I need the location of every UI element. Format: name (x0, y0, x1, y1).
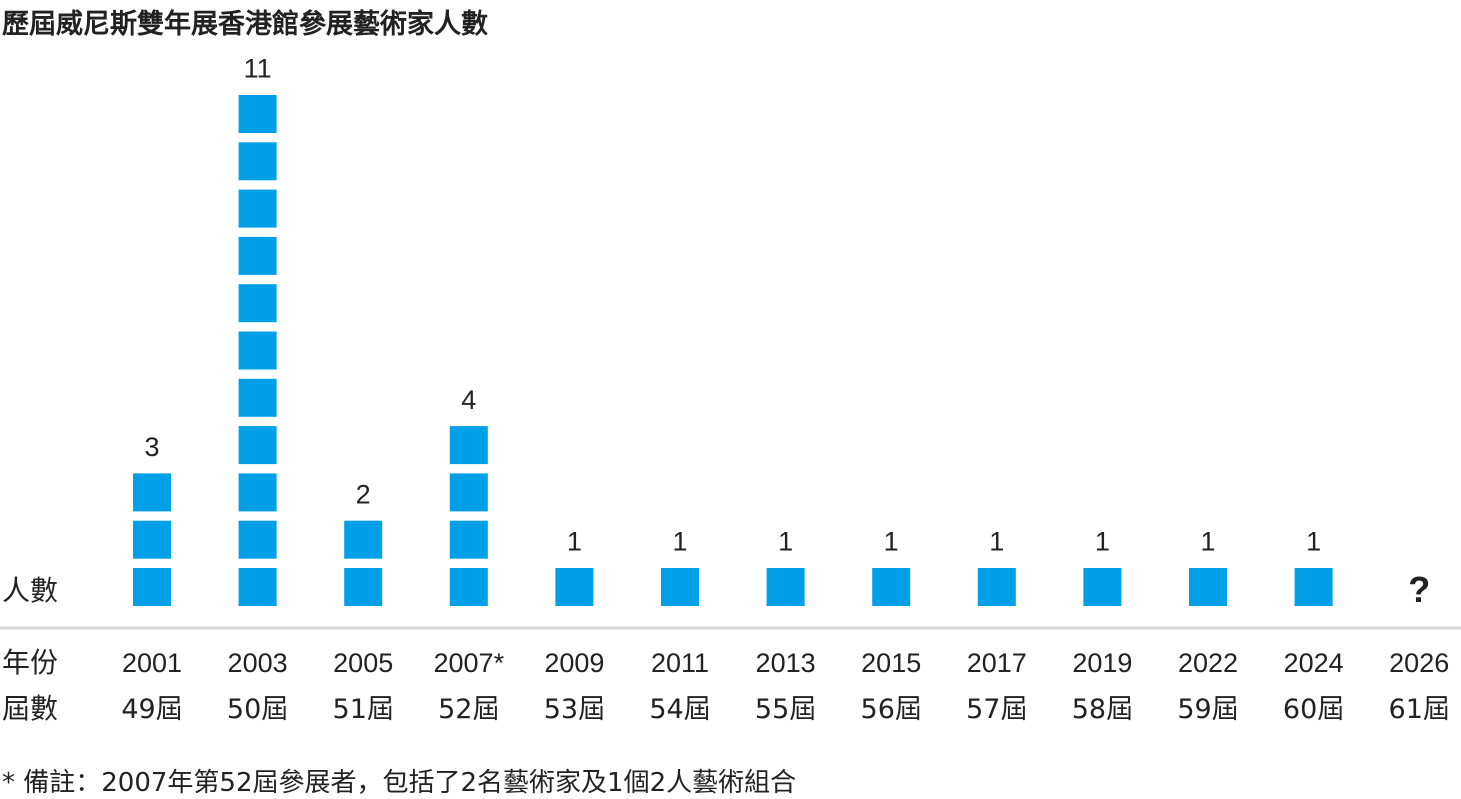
edition-tick-label: 49屆 (121, 694, 182, 725)
count-square (1189, 568, 1227, 606)
count-square (977, 568, 1016, 606)
year-tick-label: 2005 (333, 648, 393, 678)
count-square (238, 284, 277, 323)
count-square (238, 142, 277, 181)
count-square (766, 568, 805, 606)
value-label: 1 (567, 527, 582, 557)
count-square (238, 473, 277, 512)
year-tick-label: 2015 (861, 648, 921, 678)
year-tick-label: 2011 (651, 648, 709, 678)
value-label: 1 (1095, 527, 1110, 557)
year-row-label: 年份 (2, 646, 58, 679)
edition-tick-label: 55屆 (755, 694, 816, 725)
year-tick-label: 2017 (967, 648, 1027, 678)
year-tick-label: 2019 (1072, 648, 1132, 678)
value-label: 4 (461, 385, 476, 415)
edition-tick-label: 54屆 (649, 694, 710, 725)
count-square (133, 520, 171, 559)
count-square (449, 426, 488, 465)
value-label: 1 (778, 527, 793, 557)
year-tick-label: 2009 (544, 648, 604, 678)
square-marks (133, 95, 1333, 606)
year-tick-label: 2024 (1284, 648, 1344, 678)
year-tick-label: 2013 (756, 648, 816, 678)
count-square (238, 426, 277, 465)
year-tick-label: 2022 (1178, 648, 1238, 678)
count-square (1294, 568, 1333, 606)
edition-tick-label: 59屆 (1177, 694, 1238, 725)
count-square (872, 568, 911, 606)
edition-tick-label: 61屆 (1389, 694, 1450, 725)
count-square (238, 520, 277, 559)
edition-tick-label: 52屆 (438, 694, 499, 725)
count-square (344, 568, 383, 606)
count-square (449, 473, 488, 512)
edition-tick-label: 56屆 (861, 694, 922, 725)
edition-tick-label: 53屆 (544, 694, 605, 725)
value-label: 1 (989, 527, 1004, 557)
year-tick-label: 2003 (228, 648, 288, 678)
value-label: 1 (1200, 527, 1215, 557)
edition-tick-label: 58屆 (1072, 694, 1133, 725)
count-square (449, 520, 488, 559)
value-label: 1 (1306, 527, 1321, 557)
edition-tick-label: 60屆 (1283, 694, 1344, 725)
edition-tick-label: 50屆 (227, 694, 288, 725)
edition-tick-label: 51屆 (333, 694, 394, 725)
count-square (133, 568, 171, 606)
count-square (661, 568, 699, 606)
count-square (1083, 568, 1122, 606)
count-square (238, 95, 277, 133)
count-square (238, 331, 277, 370)
value-label: 1 (884, 527, 899, 557)
year-tick-label: 2007* (434, 648, 505, 678)
count-square (238, 189, 277, 228)
edition-tick-labels: 49屆 50屆 51屆 52屆 53屆 54屆 55屆 56屆 57屆 58屆 59屆 60屆 61屆 (121, 694, 1450, 725)
year-tick-label: 2001 (122, 648, 182, 678)
value-label: 1 (672, 527, 687, 557)
footnote: * 備註：2007年第52屆參展者，包括了2名藝術家及1個2人藝術組合 (2, 768, 797, 798)
count-square (238, 378, 277, 417)
year-tick-labels: 2001 2003 2005 2007* 2009 2011 2013 2015 2017 201… (122, 648, 1449, 678)
value-label: 3 (144, 432, 159, 462)
value-label: 2 (356, 479, 371, 509)
value-label: 11 (244, 54, 272, 84)
count-square (555, 568, 594, 606)
chart-title: 歷屆威尼斯雙年展香港館參展藝術家人數 (2, 9, 488, 40)
count-square (238, 236, 277, 275)
count-square (133, 473, 171, 512)
year-tick-label: 2026 (1389, 648, 1449, 678)
edition-tick-label: 57屆 (966, 694, 1027, 725)
count-square (238, 568, 277, 606)
edition-row-label: 屆數 (2, 692, 58, 725)
value-label: ? (1408, 569, 1430, 610)
count-square (449, 568, 488, 606)
count-square (344, 520, 383, 559)
count-row-label: 人數 (2, 574, 58, 607)
